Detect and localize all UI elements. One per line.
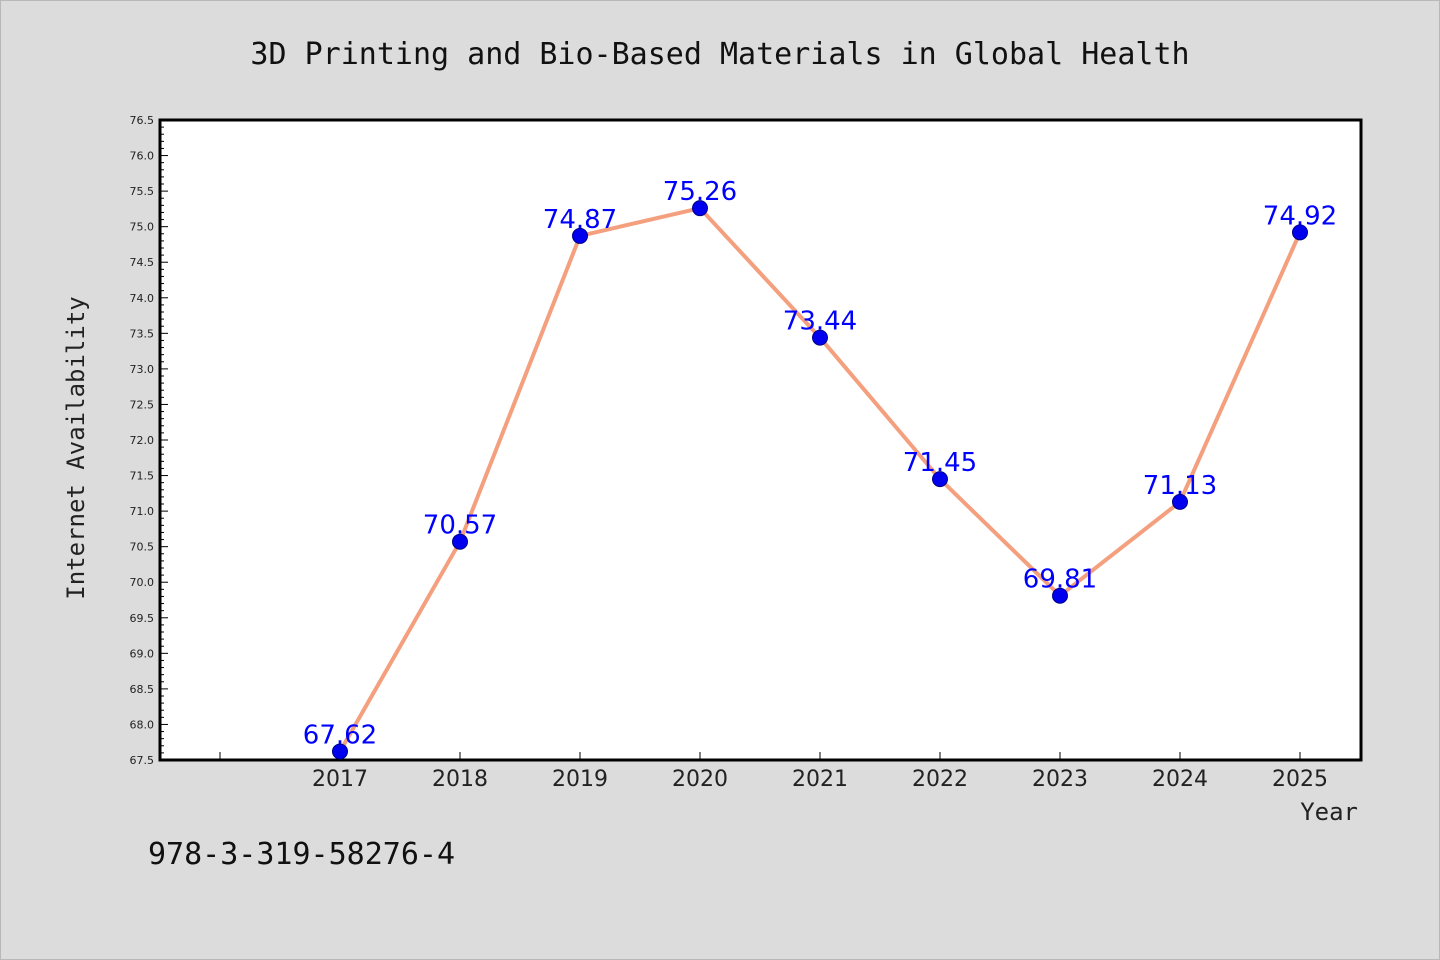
data-label: 69.81: [1023, 565, 1097, 595]
y-tick-label: 72.0: [130, 434, 155, 447]
x-tick-label: 2019: [552, 767, 608, 792]
data-point: [1052, 587, 1068, 604]
y-tick-label: 71.5: [130, 470, 155, 483]
plot-area: [158, 118, 1363, 762]
data-labels: 67.62 70.57 74.87 75.26 73.44 71.45 69.81 71.13…: [303, 177, 1337, 750]
y-tick-label: 69.5: [130, 612, 155, 625]
y-tick-label: 75.0: [130, 221, 155, 234]
x-tick-label: 2020: [672, 767, 728, 792]
data-point: [452, 533, 468, 550]
data-label: 67.62: [303, 720, 377, 750]
data-label: 73.44: [783, 307, 857, 337]
data-point: [332, 743, 348, 760]
y-tick-label: 76.5: [130, 114, 155, 127]
data-point: [692, 200, 708, 217]
x-axis: 2017 2018 2019 2020 2021 2022 2023 2024 2025: [219, 752, 1328, 792]
data-point: [572, 227, 588, 244]
data-label: 71.45: [903, 448, 977, 478]
data-label: 70.57: [423, 511, 497, 541]
x-tick-label: 2017: [312, 767, 368, 792]
y-axis-label: Internet Availability: [62, 296, 90, 599]
data-label: 75.26: [663, 177, 737, 207]
y-tick-label: 75.5: [130, 185, 155, 198]
y-tick-label: 70.5: [130, 541, 155, 554]
y-tick-label: 70.0: [130, 576, 155, 589]
data-point: [932, 471, 948, 488]
data-point: [1292, 224, 1308, 241]
y-tick-label: 68.5: [130, 683, 155, 696]
data-point: [1172, 493, 1188, 510]
data-point: [812, 329, 828, 346]
data-label: 74.92: [1263, 201, 1337, 231]
y-tick-label: 73.0: [130, 363, 155, 376]
data-series: [332, 200, 1308, 760]
x-tick-label: 2024: [1152, 767, 1208, 792]
data-label: 71.13: [1143, 471, 1217, 501]
x-axis-label: Year: [1300, 798, 1358, 826]
x-tick-label: 2023: [1032, 767, 1088, 792]
y-tick-label: 68.0: [130, 718, 155, 731]
isbn-annotation: 978-3-319-58276-4: [148, 837, 455, 872]
x-tick-label: 2021: [792, 767, 848, 792]
y-tick-label: 69.0: [130, 647, 155, 660]
y-tick-label: 72.5: [130, 398, 155, 411]
y-tick-label: 76.0: [130, 150, 155, 163]
x-tick-label: 2025: [1272, 767, 1328, 792]
y-tick-label: 73.5: [130, 327, 155, 340]
y-tick-label: 67.5: [130, 754, 155, 767]
chart-title: 3D Printing and Bio-Based Materials in G…: [250, 37, 1189, 72]
data-label: 74.87: [543, 205, 617, 235]
x-tick-label: 2022: [912, 767, 968, 792]
y-axis: 67.5 68.0 68.5 69.0 69.5 70.0 70.5 71.0 71.5 72.0…: [130, 114, 168, 767]
y-tick-label: 74.0: [130, 292, 155, 305]
x-tick-label: 2018: [432, 767, 488, 792]
y-tick-label: 71.0: [130, 505, 155, 518]
y-tick-label: 74.5: [130, 256, 155, 269]
